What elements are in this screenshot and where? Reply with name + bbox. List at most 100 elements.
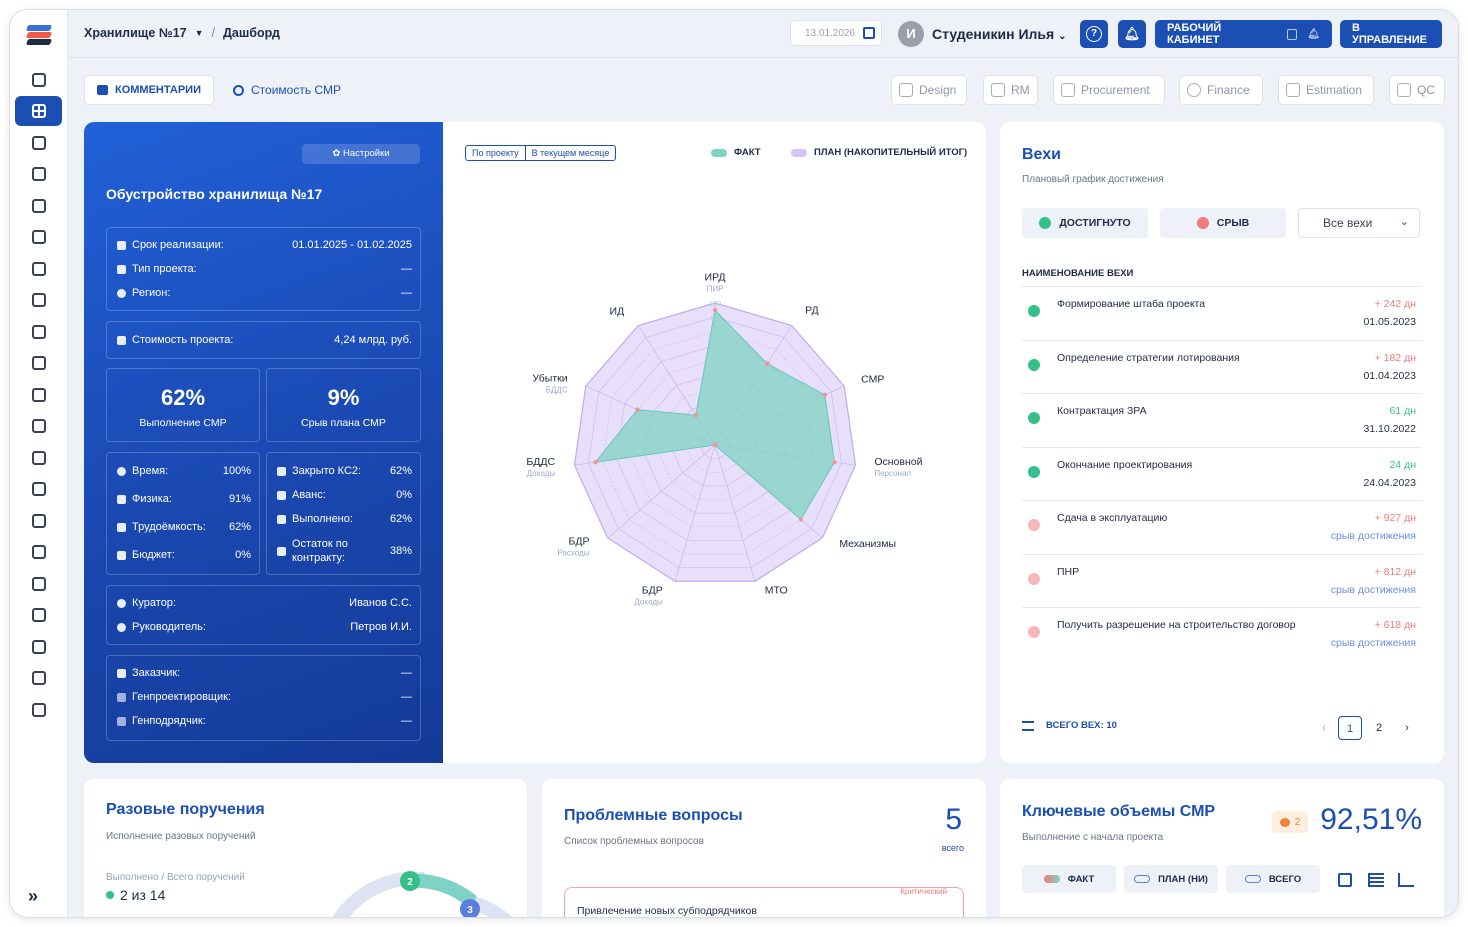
sidebar-item-reports[interactable] bbox=[15, 663, 62, 693]
workspace-button[interactable]: РАБОЧИЙ КАБИНЕТ 🔔︎ bbox=[1155, 20, 1332, 48]
sidebar-item-construction[interactable] bbox=[15, 348, 62, 378]
bar-chart-icon[interactable] bbox=[1368, 873, 1384, 887]
id-card-icon bbox=[31, 703, 46, 717]
chevron-down-icon[interactable]: ▼ bbox=[194, 28, 204, 38]
pagination-page[interactable]: 1 bbox=[1338, 716, 1362, 740]
total-label: ВСЕГО ВЕХ: 10 bbox=[1046, 720, 1117, 731]
filter-failed[interactable]: СРЫВ bbox=[1160, 208, 1286, 238]
milestone-date: 01.04.2023 bbox=[1363, 369, 1416, 382]
milestones-filter-select[interactable]: Все вехи ⌄ bbox=[1298, 208, 1420, 238]
module-rm-button[interactable]: RM bbox=[983, 75, 1038, 105]
sidebar-item-files[interactable] bbox=[15, 632, 62, 662]
help-icon: ? bbox=[1086, 26, 1102, 42]
sidebar-item-design[interactable] bbox=[15, 159, 62, 189]
toggle-by-project[interactable]: По проекту bbox=[472, 148, 519, 158]
radar-grid-ring bbox=[588, 316, 842, 568]
sidebar-item-finance[interactable] bbox=[15, 254, 62, 284]
legend-fact-chip[interactable]: ФАКТ bbox=[1022, 865, 1116, 893]
tab-comments[interactable]: КОММЕНТАРИИ bbox=[84, 75, 214, 105]
sidebar-item-id-cards[interactable] bbox=[15, 695, 62, 725]
radar-fact-point bbox=[693, 412, 699, 418]
info-value: 4,24 млрд. руб. bbox=[334, 334, 412, 346]
check-circle-icon bbox=[1028, 358, 1040, 371]
legend-fact[interactable]: ФАКТ bbox=[711, 147, 761, 158]
sidebar-item-analytics[interactable] bbox=[15, 285, 62, 315]
milestone-row[interactable]: Контрактация ЗРА 61 дн 31.10.2022 bbox=[1022, 393, 1422, 446]
comments-badge[interactable]: 2 bbox=[1272, 811, 1308, 833]
milestone-row[interactable]: Получить разрешение на строительство дог… bbox=[1022, 607, 1422, 660]
briefcase-icon bbox=[31, 73, 46, 87]
milestone-row[interactable]: Определение стратегии лотирования + 182 д… bbox=[1022, 339, 1422, 393]
settings-button[interactable]: ✿ Настройки bbox=[302, 144, 420, 164]
module-procurement-button[interactable]: Procurement bbox=[1053, 75, 1165, 105]
sidebar-item-lists[interactable] bbox=[15, 569, 62, 599]
legend-plan-chip[interactable]: ПЛАН (НИ) bbox=[1124, 865, 1218, 893]
milestone-row[interactable]: Сдача в эксплуатацию + 927 дн срыв достиже… bbox=[1022, 500, 1422, 553]
sidebar-item-cameras[interactable] bbox=[15, 537, 62, 567]
sidebar-item-contracts[interactable] bbox=[15, 506, 62, 536]
list-icon bbox=[1022, 720, 1034, 731]
radar-fact-point bbox=[832, 459, 837, 465]
milestone-row[interactable]: Формирование штаба проекта + 242 дн 01.05.… bbox=[1022, 286, 1422, 339]
sidebar-item-dashboard[interactable] bbox=[15, 96, 62, 126]
sidebar-item-staff[interactable] bbox=[15, 380, 62, 410]
radar-axis-label: МТО bbox=[765, 584, 788, 596]
milestone-delta: + 927 дн bbox=[1374, 512, 1416, 524]
legend-plan[interactable]: ПЛАН (НАКОПИТЕЛЬНЫЙ ИТОГ) bbox=[791, 147, 967, 158]
legend-total-chip[interactable]: ВСЕГО bbox=[1226, 865, 1320, 893]
pagination-page[interactable]: 2 bbox=[1375, 722, 1383, 734]
radar-tick-label: 80 bbox=[711, 327, 719, 336]
notifications-button[interactable]: 🔔︎ bbox=[1118, 20, 1146, 48]
sidebar-item-schedule[interactable] bbox=[15, 317, 62, 347]
pagination-next[interactable]: › bbox=[1405, 722, 1409, 734]
module-estimation-button[interactable]: Estimation bbox=[1278, 75, 1374, 105]
org-key: Генподрядчик: bbox=[132, 715, 206, 727]
sidebar-item-team[interactable] bbox=[15, 600, 62, 630]
expand-sidebar-icon[interactable]: » bbox=[28, 886, 39, 906]
sidebar-item-safety[interactable] bbox=[15, 411, 62, 441]
module-qc-button[interactable]: QC bbox=[1389, 75, 1445, 105]
milestone-date: 24.04.2023 bbox=[1363, 476, 1416, 489]
pagination-prev[interactable]: ‹ bbox=[1322, 722, 1326, 734]
x-circle-icon bbox=[1196, 217, 1209, 229]
person-row: Куратор: Иванов С.С. bbox=[117, 597, 412, 609]
filter-achieved[interactable]: ДОСТИГНУТО bbox=[1022, 208, 1148, 238]
manage-label: В УПРАВЛЕНИЕ bbox=[1352, 22, 1427, 46]
radar-spoke bbox=[607, 444, 716, 539]
milestone-row[interactable]: Окончание проектирования 24 дн 24.04.2023 bbox=[1022, 446, 1422, 500]
document-check-icon bbox=[277, 514, 286, 524]
radar-tick-label: 10 bbox=[711, 427, 719, 436]
manage-button[interactable]: В УПРАВЛЕНИЕ bbox=[1340, 20, 1442, 48]
toggle-current-month[interactable]: В текущем месяце bbox=[524, 146, 616, 160]
app-logo[interactable] bbox=[25, 25, 53, 47]
breadcrumb-storage[interactable]: Хранилище №17 bbox=[84, 26, 187, 40]
help-button[interactable]: ? bbox=[1080, 20, 1108, 48]
truck-icon bbox=[31, 230, 46, 244]
milestone-delta: 61 дн bbox=[1389, 405, 1416, 417]
module-design-button[interactable]: Design bbox=[891, 75, 967, 105]
milestone-delta: 24 дн bbox=[1389, 458, 1416, 471]
sidebar-item-documents[interactable] bbox=[15, 191, 62, 221]
sidebar: » bbox=[10, 10, 68, 917]
issue-item[interactable]: Критический Привлечение новых субподрядч… bbox=[564, 887, 964, 917]
sidebar-item-buildings[interactable] bbox=[15, 128, 62, 158]
sidebar-item-logistics[interactable] bbox=[15, 222, 62, 252]
avatar[interactable]: И bbox=[898, 21, 924, 47]
date-picker[interactable]: 13.01.2026 bbox=[790, 20, 882, 46]
check-icon bbox=[1286, 28, 1298, 40]
milestone-name: Контрактация ЗРА bbox=[1057, 405, 1147, 417]
user-menu[interactable]: Студеникин Илья ⌄ bbox=[932, 26, 1066, 42]
milestone-row[interactable]: ПНР + 812 дн срыв достижения bbox=[1022, 553, 1422, 607]
volumes-subtitle: Выполнение с начала проекта bbox=[1022, 832, 1164, 843]
sidebar-item-budget[interactable] bbox=[15, 474, 62, 504]
sidebar-item-portfolio[interactable] bbox=[15, 65, 62, 95]
radar-grid-ring bbox=[574, 302, 856, 582]
line-chart-icon[interactable] bbox=[1398, 873, 1414, 887]
radar-axis-sublabel: Персонал bbox=[874, 469, 911, 478]
building-icon bbox=[31, 136, 46, 150]
calendar-icon[interactable] bbox=[1338, 873, 1352, 887]
sidebar-item-monitoring[interactable] bbox=[15, 443, 62, 473]
milestone-name: Получить разрешение на строительство дог… bbox=[1057, 619, 1296, 631]
module-finance-button[interactable]: Finance bbox=[1179, 75, 1263, 105]
tab-cost[interactable]: Стоимость СМР bbox=[233, 83, 341, 97]
